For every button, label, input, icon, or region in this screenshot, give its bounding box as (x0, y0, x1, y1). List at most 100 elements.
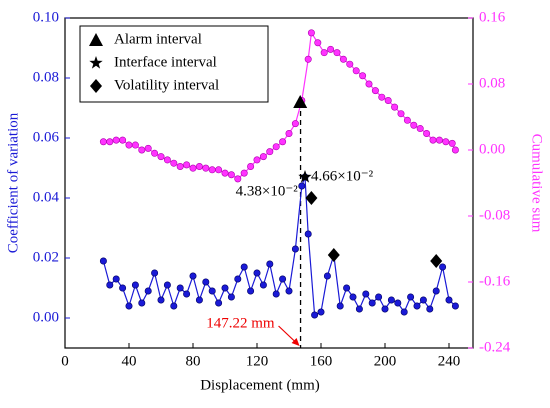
x-axis-label: Displacement (mm) (200, 377, 320, 393)
series-point (304, 230, 312, 238)
marker-diamond (430, 254, 443, 268)
series-point (247, 163, 255, 171)
y-tick-label: 0.08 (33, 69, 59, 85)
series-point (368, 299, 376, 307)
series-point (119, 284, 127, 292)
series-point (378, 93, 386, 101)
series-point (106, 281, 114, 289)
series-point (151, 269, 159, 277)
series-point (365, 80, 373, 88)
series-point (195, 163, 203, 171)
series-point (234, 175, 242, 183)
legend-label: Volatility interval (114, 77, 219, 93)
series-point (151, 149, 159, 157)
series-point (176, 163, 184, 171)
series-point (266, 148, 274, 156)
series-point (432, 287, 440, 295)
marker-diamond (327, 248, 340, 262)
x-tick-label: 0 (61, 353, 69, 369)
series-point (234, 275, 242, 283)
series-point (138, 299, 146, 307)
series-point (99, 138, 107, 146)
y2-axis-label: Cumulative sum (529, 134, 545, 233)
annotation: 4.66×10⁻² (311, 168, 374, 184)
series-point (413, 302, 421, 310)
series-point (189, 164, 197, 172)
marker-diamond (305, 191, 318, 205)
series-point (314, 39, 322, 47)
series-point (407, 293, 415, 301)
x-tick-label: 120 (246, 353, 269, 369)
series-point (400, 308, 408, 316)
series-point (384, 97, 392, 105)
series-point (355, 305, 363, 313)
series-point (397, 110, 405, 118)
series-point (307, 29, 315, 37)
series-point (215, 299, 223, 307)
series-point (359, 72, 367, 80)
series-point (435, 136, 443, 144)
series-point (176, 284, 184, 292)
series-point (371, 87, 379, 95)
series-point (445, 296, 453, 304)
series-point (266, 260, 274, 268)
series-point (189, 272, 197, 280)
series-point (429, 136, 437, 144)
series-point (426, 305, 434, 313)
series-point (227, 171, 235, 179)
y2-tick-label: 0.16 (479, 9, 506, 25)
series-point (410, 121, 418, 129)
series-point (298, 182, 306, 190)
plot-frame (64, 17, 474, 349)
series-point (362, 290, 370, 298)
series-point (343, 284, 351, 292)
legend-box (79, 25, 269, 103)
marker-triangle (89, 33, 103, 46)
series-point (183, 161, 191, 169)
series-point (183, 290, 191, 298)
series-point (352, 67, 360, 75)
series-point (195, 296, 203, 304)
series-point (285, 287, 293, 295)
series-point (285, 130, 293, 138)
series-point (451, 302, 459, 310)
series-point (202, 164, 210, 172)
series-point (346, 60, 354, 68)
series-point (144, 144, 152, 152)
series-point (423, 130, 431, 138)
y-tick-label: 0.02 (33, 249, 59, 265)
series-point (259, 281, 267, 289)
y-tick-label: 0.04 (33, 189, 60, 205)
y2-tick-label: -0.16 (479, 273, 511, 289)
x-tick-label: 40 (122, 353, 137, 369)
series-point (131, 281, 139, 289)
series-point (247, 287, 255, 295)
legend-label: Interface interval (114, 54, 217, 70)
legend-label: Alarm interval (114, 31, 202, 47)
series-point (291, 245, 299, 253)
series-point (227, 293, 235, 301)
series-point (138, 146, 146, 154)
series-point (448, 139, 456, 147)
series-point (336, 302, 344, 310)
series-point (416, 125, 424, 133)
series-point (387, 296, 395, 304)
series-point (291, 120, 299, 128)
series-point (240, 169, 248, 177)
marker-star (298, 170, 312, 183)
series-point (272, 290, 280, 298)
threshold-arrowhead (291, 338, 300, 346)
series-point (394, 299, 402, 307)
series-point (442, 138, 450, 146)
series-point (106, 138, 114, 146)
marker-diamond (90, 79, 102, 93)
y-tick-label: 0.00 (33, 309, 59, 325)
series-point (381, 305, 389, 313)
series-point (163, 156, 171, 164)
series-point (208, 166, 216, 174)
marker-triangle (293, 95, 308, 108)
series-point (419, 296, 427, 304)
series-point (327, 45, 335, 53)
y-tick-label: 0.06 (33, 129, 60, 145)
